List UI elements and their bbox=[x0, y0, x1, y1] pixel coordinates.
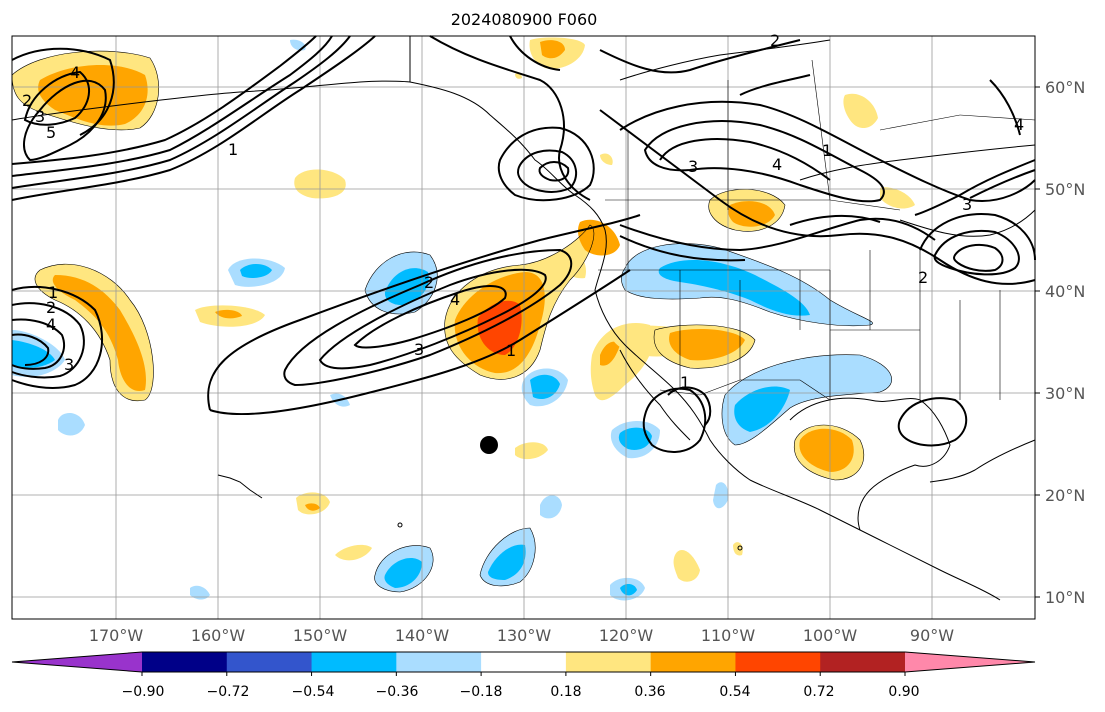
lat-label-60n: 60°N bbox=[1045, 78, 1086, 97]
lat-label-20n: 20°N bbox=[1045, 486, 1086, 505]
contour-label: 4 bbox=[46, 315, 56, 334]
lon-label-120w: 120°W bbox=[598, 626, 654, 645]
colorbar-segment bbox=[735, 652, 821, 672]
colorbar-tick: 0.72 bbox=[803, 684, 835, 700]
colorbar bbox=[11, 651, 1036, 676]
colorbar-segment bbox=[396, 652, 482, 672]
contour-label: 3 bbox=[64, 355, 74, 374]
lat-label-50n: 50°N bbox=[1045, 180, 1086, 199]
contour-label: 1 bbox=[680, 373, 690, 392]
contour-label: 1 bbox=[48, 283, 58, 302]
colorbar-segment bbox=[565, 652, 652, 672]
map-title: 2024080900 F060 bbox=[450, 10, 598, 29]
lon-label-110w: 110°W bbox=[700, 626, 756, 645]
colorbar-extend-max bbox=[905, 652, 1035, 672]
lat-label-10n: 10°N bbox=[1045, 588, 1086, 607]
contour-label: 4 bbox=[1014, 115, 1024, 134]
lon-label-160w: 160°W bbox=[190, 626, 246, 645]
gridlines bbox=[12, 36, 1035, 619]
colorbar-segment bbox=[650, 652, 736, 672]
colorbar-segment bbox=[481, 652, 567, 672]
contour-label: 2 bbox=[424, 273, 434, 292]
contour-label: 2 bbox=[918, 268, 928, 287]
contour-label: 1 bbox=[228, 140, 238, 159]
colorbar-segment bbox=[142, 652, 228, 672]
colorbar-tick: −0.54 bbox=[291, 684, 335, 700]
contour-label: 3 bbox=[962, 195, 972, 214]
colorbar-segment bbox=[820, 652, 906, 672]
colorbar-tick: 0.36 bbox=[634, 684, 666, 700]
colorbar-tick: 0.54 bbox=[719, 684, 751, 700]
contour-label: 4 bbox=[772, 155, 782, 174]
map-frame bbox=[11, 35, 1036, 620]
colorbar-segment bbox=[226, 652, 313, 672]
contour-label: 4 bbox=[450, 290, 460, 309]
contour-label: 3 bbox=[35, 107, 45, 126]
contour-label: 3 bbox=[414, 340, 424, 359]
lon-label-150w: 150°W bbox=[292, 626, 348, 645]
contour-label: 4 bbox=[70, 63, 80, 82]
lon-label-140w: 140°W bbox=[394, 626, 450, 645]
contour-label: 1 bbox=[822, 141, 832, 160]
contour-label: 2 bbox=[46, 298, 56, 317]
coastlines bbox=[11, 36, 1036, 601]
contour-label: 2 bbox=[22, 91, 32, 110]
lat-label-40n: 40°N bbox=[1045, 282, 1086, 301]
borders bbox=[598, 59, 1036, 401]
colorbar-segment bbox=[311, 652, 397, 672]
colorbar-tick: 0.18 bbox=[550, 684, 582, 700]
colorbar-tick: −0.90 bbox=[121, 684, 165, 700]
contour-label: 2 bbox=[770, 31, 780, 50]
lon-label-130w: 130°W bbox=[496, 626, 552, 645]
lon-label-170w: 170°W bbox=[88, 626, 144, 645]
colorbar-extend-min bbox=[12, 652, 142, 672]
colorbar-tick: −0.18 bbox=[459, 684, 503, 700]
contour-label: 5 bbox=[46, 123, 56, 142]
contour-label: 3 bbox=[688, 157, 698, 176]
lon-label-100w: 100°W bbox=[802, 626, 858, 645]
colorbar-tick: −0.36 bbox=[375, 684, 419, 700]
contours bbox=[11, 35, 1036, 453]
colorbar-tick: 0.90 bbox=[888, 684, 920, 700]
location-marker bbox=[480, 436, 498, 454]
lon-label-90w: 90°W bbox=[909, 626, 955, 645]
lat-label-30n: 30°N bbox=[1045, 384, 1086, 403]
colorbar-tick: −0.72 bbox=[206, 684, 250, 700]
contour-label: 1 bbox=[506, 341, 516, 360]
contour-labels: 1 2 3 4 5 1 2 3 4 2 3 4 1 2 3 4 1 2 4 3 … bbox=[22, 31, 1024, 392]
